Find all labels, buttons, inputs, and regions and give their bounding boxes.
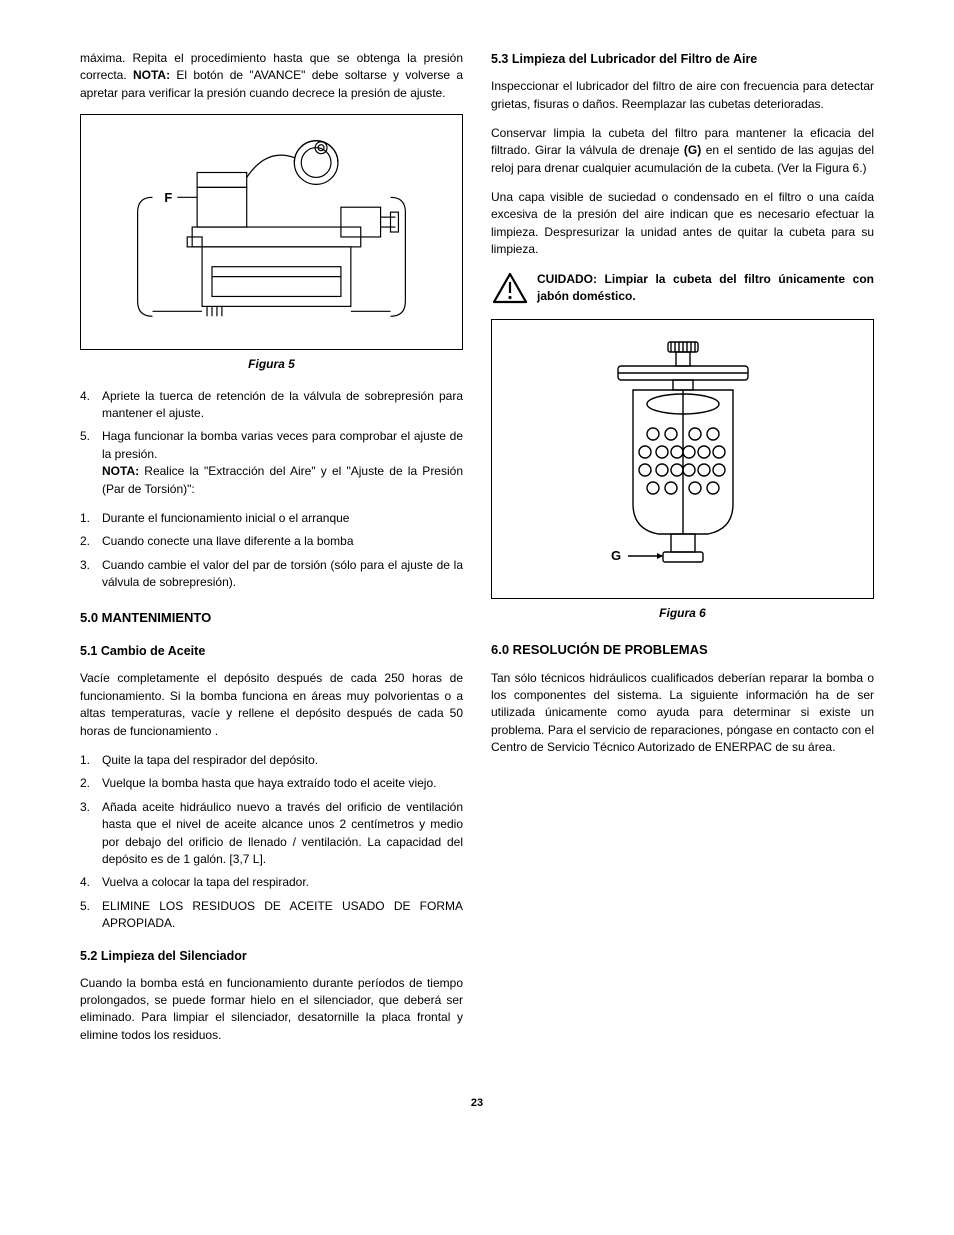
page-number: 23 xyxy=(80,1096,874,1112)
list-num: 4. xyxy=(80,874,102,891)
intro-paragraph: máxima. Repita el procedimiento hasta qu… xyxy=(80,50,463,102)
figure-6-label-g: G xyxy=(611,548,621,563)
list-text: Añada aceite hidráulico nuevo a través d… xyxy=(102,799,463,869)
list-num: 1. xyxy=(80,510,102,527)
list-num: 4. xyxy=(80,388,102,423)
figure-6-caption: Figura 6 xyxy=(491,605,874,622)
section-5-3-p2: Conservar limpia la cubeta del filtro pa… xyxy=(491,125,874,177)
list-item: 5. ELIMINE LOS RESIDUOS DE ACEITE USADO … xyxy=(80,898,463,933)
list-note-label: NOTA: xyxy=(102,464,139,478)
intro-note-label: NOTA: xyxy=(133,68,170,82)
figure-5-caption: Figura 5 xyxy=(80,356,463,373)
section-5-1-para: Vacíe completamente el depósito después … xyxy=(80,670,463,740)
list-num: 1. xyxy=(80,752,102,769)
section-5-2-para: Cuando la bomba está en funcionamiento d… xyxy=(80,975,463,1045)
left-column: máxima. Repita el procedimiento hasta qu… xyxy=(80,50,463,1056)
list-num: 3. xyxy=(80,799,102,869)
list-text: Haga funcionar la bomba varias veces par… xyxy=(102,428,463,498)
caution-block: CUIDADO: Limpiar la cubeta del filtro ún… xyxy=(491,271,874,306)
figure-5-label-f: F xyxy=(164,190,172,205)
list-steps-1-3: 1. Durante el funcionamiento inicial o e… xyxy=(80,510,463,592)
section-6-para: Tan sólo técnicos hidráulicos cualificad… xyxy=(491,670,874,757)
list-item: 3. Añada aceite hidráulico nuevo a travé… xyxy=(80,799,463,869)
warning-triangle-icon xyxy=(491,271,529,306)
figure-5-svg: F xyxy=(93,127,450,337)
list-text: Apriete la tuerca de retención de la vál… xyxy=(102,388,463,423)
list-num: 2. xyxy=(80,775,102,792)
list-item: 4. Vuelva a colocar la tapa del respirad… xyxy=(80,874,463,891)
section-5-2-heading: 5.2 Limpieza del Silenciador xyxy=(80,947,463,965)
list-item: 3. Cuando cambie el valor del par de tor… xyxy=(80,557,463,592)
list-num: 3. xyxy=(80,557,102,592)
section-5-heading: 5.0 MANTENIMIENTO xyxy=(80,609,463,628)
list-note-text: Realice la "Extracción del Aire" y el "A… xyxy=(102,464,463,495)
list-item: 1. Durante el funcionamiento inicial o e… xyxy=(80,510,463,527)
figure-6-box: G xyxy=(491,319,874,599)
list-text: Cuando cambie el valor del par de torsió… xyxy=(102,557,463,592)
list-steps-4-5: 4. Apriete la tuerca de retención de la … xyxy=(80,388,463,498)
section-5-3-heading: 5.3 Limpieza del Lubricador del Filtro d… xyxy=(491,50,874,68)
list-text: Durante el funcionamiento inicial o el a… xyxy=(102,510,463,527)
list-text: ELIMINE LOS RESIDUOS DE ACEITE USADO DE … xyxy=(102,898,463,933)
list-item: 4. Apriete la tuerca de retención de la … xyxy=(80,388,463,423)
section-5-3-p3: Una capa visible de suciedad o condensad… xyxy=(491,189,874,259)
list-item: 2. Vuelque la bomba hasta que haya extra… xyxy=(80,775,463,792)
section-5-1-list: 1. Quite la tapa del respirador del depó… xyxy=(80,752,463,933)
list-text: Quite la tapa del respirador del depósit… xyxy=(102,752,463,769)
section-5-1-heading: 5.1 Cambio de Aceite xyxy=(80,642,463,660)
caution-text: CUIDADO: Limpiar la cubeta del filtro ún… xyxy=(537,271,874,306)
list-item: 5. Haga funcionar la bomba varias veces … xyxy=(80,428,463,498)
list-item: 2. Cuando conecte una llave diferente a … xyxy=(80,533,463,550)
label-g-inline: (G) xyxy=(684,143,701,157)
right-column: 5.3 Limpieza del Lubricador del Filtro d… xyxy=(491,50,874,1056)
section-5-3-p1: Inspeccionar el lubricador del filtro de… xyxy=(491,78,874,113)
figure-5-box: F xyxy=(80,114,463,350)
list-num: 2. xyxy=(80,533,102,550)
list-text: Cuando conecte una llave diferente a la … xyxy=(102,533,463,550)
figure-6-svg: G xyxy=(513,334,853,584)
list-item: 1. Quite la tapa del respirador del depó… xyxy=(80,752,463,769)
list-text: Vuelva a colocar la tapa del respirador. xyxy=(102,874,463,891)
list-num: 5. xyxy=(80,428,102,498)
section-6-heading: 6.0 RESOLUCIÓN DE PROBLEMAS xyxy=(491,641,874,660)
list-text: Vuelque la bomba hasta que haya extraído… xyxy=(102,775,463,792)
list-num: 5. xyxy=(80,898,102,933)
